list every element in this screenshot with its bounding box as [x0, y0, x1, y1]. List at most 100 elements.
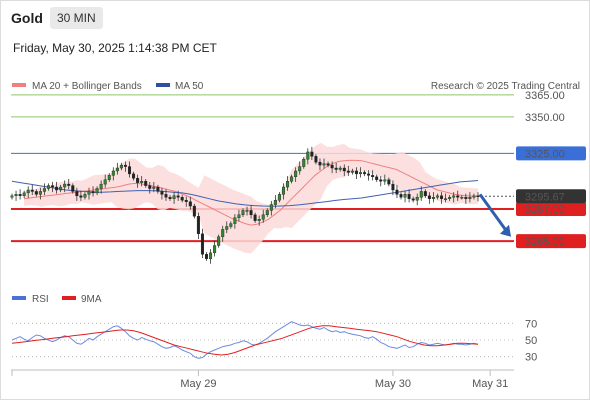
- candle-body: [95, 188, 99, 194]
- candle-body: [176, 195, 180, 198]
- level-label-3365.00: 3365.00: [525, 90, 565, 102]
- candle: [310, 146, 314, 160]
- candle: [152, 181, 156, 193]
- candle: [354, 167, 358, 179]
- candle: [281, 183, 285, 200]
- candle-body: [67, 183, 71, 186]
- candle: [342, 164, 346, 177]
- candle: [245, 206, 249, 216]
- candle-body: [132, 173, 136, 179]
- candle-body: [435, 195, 439, 198]
- candle-body: [148, 185, 152, 189]
- candle-body: [310, 151, 314, 157]
- candle-body: [59, 186, 63, 191]
- candle-body: [249, 210, 253, 216]
- candle-body: [184, 199, 188, 202]
- candle-body: [379, 179, 383, 182]
- candle: [63, 180, 67, 193]
- candle: [338, 165, 342, 172]
- candle-body: [71, 185, 75, 192]
- candle-body: [253, 214, 257, 221]
- candle: [46, 183, 50, 191]
- candle-body: [156, 186, 160, 192]
- candle-body: [22, 192, 26, 197]
- candle: [346, 165, 350, 177]
- candle-body: [83, 194, 87, 198]
- candle: [217, 234, 221, 248]
- candle-body: [460, 197, 464, 199]
- candle-body: [123, 164, 127, 167]
- candle-body: [468, 197, 472, 199]
- x-tick-label: May 31: [472, 378, 508, 390]
- candle: [237, 209, 241, 222]
- candle-body: [140, 180, 144, 183]
- candle-body: [51, 185, 55, 188]
- timeframe-button[interactable]: 30 MIN: [50, 7, 103, 29]
- candle: [123, 161, 127, 172]
- candle: [192, 203, 196, 219]
- credit-text: Research © 2025 Trading Central: [431, 81, 580, 92]
- candle: [460, 195, 464, 200]
- candle: [358, 167, 362, 178]
- candle: [95, 186, 99, 196]
- candle-body: [30, 189, 34, 192]
- level-label-3287.00: 3287.00: [525, 204, 565, 216]
- candle-body: [91, 191, 95, 194]
- candle: [103, 174, 107, 188]
- candle: [452, 192, 456, 203]
- candle: [363, 170, 367, 177]
- candle: [330, 161, 334, 174]
- candle: [350, 168, 354, 175]
- candle-body: [128, 166, 132, 175]
- candle-body: [164, 194, 168, 198]
- ma50-legend-label: MA 50: [175, 81, 204, 92]
- candle: [87, 187, 91, 200]
- candle-body: [257, 219, 261, 221]
- candle: [306, 148, 310, 165]
- candle-body: [415, 197, 419, 201]
- candle: [164, 189, 168, 201]
- candle-body: [464, 197, 468, 199]
- candle: [367, 170, 371, 181]
- candle-body: [229, 223, 233, 227]
- rsi-panel: 70 50 30: [11, 318, 537, 364]
- rsi-ma-legend-label: 9MA: [81, 294, 102, 305]
- candle-body: [423, 191, 427, 197]
- candle: [34, 189, 38, 197]
- candle-body: [144, 180, 148, 186]
- candle: [172, 192, 176, 204]
- rsi-line: [11, 321, 479, 359]
- candle-body: [281, 186, 285, 195]
- level-label-3350.00: 3350.00: [525, 112, 565, 124]
- candle: [314, 154, 318, 165]
- candle-body: [277, 194, 281, 201]
- candle-body: [407, 194, 411, 199]
- candle: [233, 214, 237, 229]
- candle: [213, 240, 217, 257]
- rsi-legend-swatch: [12, 296, 26, 300]
- candle-body: [63, 183, 67, 188]
- candle: [136, 174, 140, 188]
- candle: [294, 167, 298, 182]
- candle-body: [444, 198, 448, 200]
- candle-body: [241, 210, 245, 216]
- candle-body: [403, 194, 407, 198]
- candle: [107, 173, 111, 182]
- candle: [115, 162, 119, 175]
- candle: [415, 193, 419, 206]
- candle: [51, 181, 55, 193]
- candle: [67, 179, 71, 190]
- candle-body: [265, 210, 269, 216]
- candle: [59, 184, 63, 193]
- candle-body: [354, 170, 358, 175]
- candle: [229, 221, 233, 229]
- candle-body: [326, 163, 330, 166]
- rsi-ma-legend-swatch: [62, 296, 76, 300]
- candle: [391, 180, 395, 196]
- candle-body: [55, 186, 59, 191]
- candle-body: [200, 233, 204, 255]
- candle: [468, 192, 472, 203]
- ma20-legend-label: MA 20 + Bollinger Bands: [32, 81, 142, 92]
- candle-body: [383, 179, 387, 182]
